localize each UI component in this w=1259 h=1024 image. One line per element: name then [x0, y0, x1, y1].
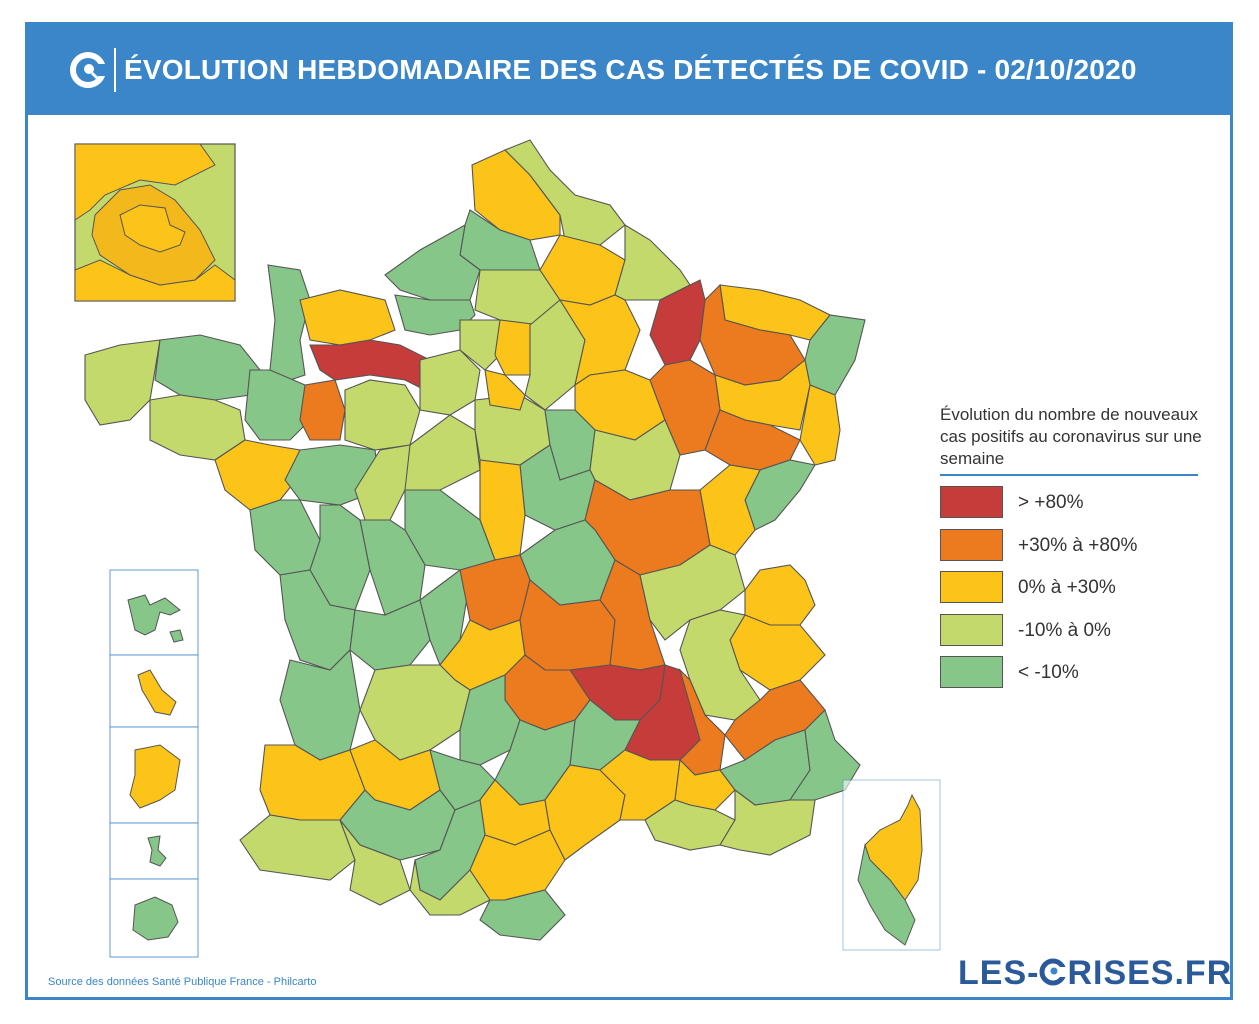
dept-var: [719, 788, 816, 856]
dept-essonne: [484, 369, 526, 411]
paris-inset: [74, 143, 236, 302]
legend-label: 0% à +30%: [1018, 577, 1116, 598]
dept-ardennes: [614, 224, 691, 301]
les-crises-logo-icon: [70, 52, 106, 88]
legend-label: -10% à 0%: [1018, 620, 1111, 641]
dept-nord-east: [504, 139, 626, 246]
header-separator: [114, 48, 116, 92]
dept-manche: [267, 264, 311, 381]
dept-eure-et-loir: [419, 349, 481, 416]
dept-calvados: [299, 289, 396, 346]
dept-sarthe: [344, 379, 421, 451]
legend-swatch: [940, 486, 1003, 518]
legend-title: Évolution du nombre de nouveaux cas posi…: [940, 405, 1202, 468]
legend-label: +30% à +80%: [1018, 535, 1138, 556]
dept-pyrenees-atlantiques: [239, 814, 356, 881]
legend-swatch: [940, 571, 1003, 603]
legend-label: < -10%: [1018, 662, 1079, 683]
legend-label: > +80%: [1018, 492, 1084, 513]
header-bar: [28, 25, 1230, 115]
dept-mayenne: [299, 379, 346, 441]
page-title: ÉVOLUTION HEBDOMADAIRE DES CAS DÉTECTÉS …: [124, 54, 1137, 85]
mainland-france: [84, 139, 866, 941]
dept-marne: [558, 294, 641, 387]
dept-vendee: [249, 499, 321, 576]
dept-vienne: [359, 519, 426, 616]
dept-haute-savoie: [744, 564, 816, 626]
dept-charente: [349, 599, 431, 671]
dept-yvelines: [459, 319, 506, 371]
brand-logo: LES- RISES.FR: [958, 954, 1232, 993]
brand-text-before: LES-: [958, 954, 1040, 992]
dept-ille-et-vilaine: [244, 369, 311, 441]
legend-swatch: [940, 614, 1003, 646]
brand-text-after: RISES.FR: [1067, 954, 1233, 992]
overseas-insets: [109, 569, 199, 958]
dept-hautes-pyrenees: [339, 819, 411, 906]
dept-finistere: [84, 339, 161, 426]
source-note: Source des données Santé Publique France…: [48, 976, 317, 988]
corsica-inset: [842, 779, 941, 951]
brand-c-icon: [1039, 958, 1068, 986]
legend-divider: [940, 474, 1198, 476]
legend-swatch: [940, 529, 1003, 561]
dept-pyrenees-orientales: [479, 889, 566, 941]
legend-swatch: [940, 656, 1003, 688]
dept-cotes-armor: [154, 334, 261, 401]
dept-rhone-ain: [639, 544, 746, 641]
